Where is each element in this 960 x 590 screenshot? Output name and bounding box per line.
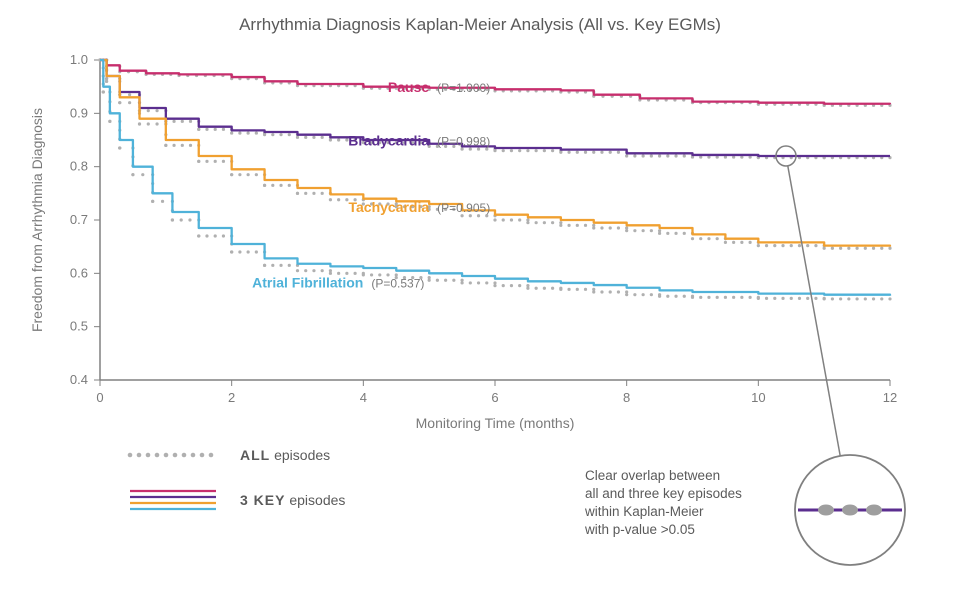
- chart-title: Arrhythmia Diagnosis Kaplan-Meier Analys…: [239, 15, 721, 34]
- x-tick-label: 2: [228, 390, 235, 405]
- legend-all-swatch: [182, 453, 187, 458]
- legend-all-swatch: [137, 453, 142, 458]
- y-tick-label: 0.6: [70, 265, 88, 280]
- legend-all-swatch: [155, 453, 160, 458]
- series-label: Pause: [388, 79, 429, 95]
- y-tick-label: 0.7: [70, 212, 88, 227]
- legend-all-label: ALL episodes: [240, 447, 330, 463]
- legend-all-swatch: [200, 453, 205, 458]
- callout-text: all and three key episodes: [585, 486, 742, 501]
- legend-all-swatch: [209, 453, 214, 458]
- y-tick-label: 0.4: [70, 372, 88, 387]
- legend-all-swatch: [173, 453, 178, 458]
- x-tick-label: 4: [360, 390, 367, 405]
- legend-all-swatch: [191, 453, 196, 458]
- series-pvalue: (P=0.537): [371, 277, 424, 291]
- callout-detail-dot: [842, 505, 858, 516]
- x-tick-label: 6: [491, 390, 498, 405]
- series-all-pause: [98, 58, 891, 107]
- series-pvalue: (P=0.998): [437, 134, 490, 148]
- series-all-atrial-fibrillation: [98, 58, 891, 300]
- callout-text: with p-value >0.05: [584, 522, 695, 537]
- callout-text: within Kaplan-Meier: [584, 504, 704, 519]
- legend-all-swatch: [128, 453, 133, 458]
- x-tick-label: 8: [623, 390, 630, 405]
- x-tick-label: 10: [751, 390, 765, 405]
- callout-text: Clear overlap between: [585, 468, 720, 483]
- y-tick-label: 1.0: [70, 52, 88, 67]
- x-axis-label: Monitoring Time (months): [416, 415, 575, 431]
- legend-key-label: 3 KEY episodes: [240, 492, 345, 508]
- series-key-atrial-fibrillation: [100, 60, 890, 296]
- x-tick-label: 0: [96, 390, 103, 405]
- series-pvalue: (P=0.905): [437, 201, 490, 215]
- y-tick-label: 0.5: [70, 319, 88, 334]
- legend-all-swatch: [164, 453, 169, 458]
- series-label: Bradycardia: [348, 132, 429, 148]
- series-label: Tachycardia: [348, 199, 429, 215]
- x-tick-label: 12: [883, 390, 897, 405]
- series-key-pause: [100, 60, 890, 104]
- y-tick-label: 0.8: [70, 159, 88, 174]
- series-label: Atrial Fibrillation: [252, 275, 363, 291]
- y-axis-label: Freedom from Arrhythmia Diagnosis: [29, 108, 45, 332]
- callout-detail-dot: [818, 505, 834, 516]
- y-tick-label: 0.9: [70, 105, 88, 120]
- series-pvalue: (P=1.000): [437, 81, 490, 95]
- callout-connector: [788, 166, 840, 456]
- km-chart: Arrhythmia Diagnosis Kaplan-Meier Analys…: [0, 0, 960, 590]
- legend-all-swatch: [146, 453, 151, 458]
- callout-detail-dot: [866, 505, 882, 516]
